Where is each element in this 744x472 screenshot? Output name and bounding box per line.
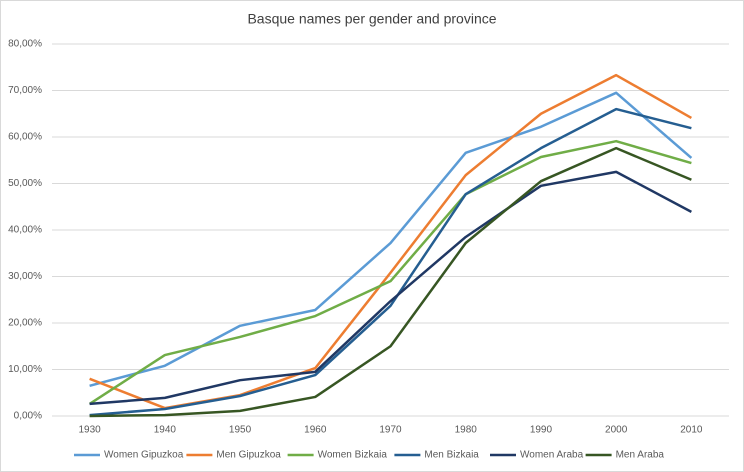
legend-label: Men Bizkaia bbox=[424, 450, 479, 461]
x-tick-label: 2010 bbox=[680, 425, 703, 436]
series-line bbox=[89, 170, 692, 406]
y-tick-label: 80,00% bbox=[8, 39, 42, 50]
y-tick-label: 60,00% bbox=[8, 132, 42, 143]
x-tick-label: 2000 bbox=[605, 425, 628, 436]
x-tick-label: 1960 bbox=[304, 425, 327, 436]
y-tick-label: 50,00% bbox=[8, 178, 42, 189]
y-tick-label: 20,00% bbox=[8, 318, 42, 329]
x-tick-label: 1950 bbox=[229, 425, 252, 436]
series-line bbox=[88, 139, 692, 405]
y-tick-label: 0,00% bbox=[14, 411, 42, 422]
legend-label: Women Gipuzkoa bbox=[104, 450, 184, 461]
y-tick-label: 40,00% bbox=[8, 225, 42, 236]
series-line bbox=[89, 107, 692, 417]
x-tick-label: 1940 bbox=[154, 425, 177, 436]
legend-label: Women Araba bbox=[520, 450, 584, 461]
series-line bbox=[89, 91, 693, 387]
y-tick-label: 70,00% bbox=[8, 85, 42, 96]
x-tick-label: 1980 bbox=[455, 425, 478, 436]
y-tick-label: 10,00% bbox=[8, 364, 42, 375]
legend-label: Men Araba bbox=[616, 450, 665, 461]
x-tick-label: 1930 bbox=[78, 425, 101, 436]
series-line bbox=[89, 146, 692, 418]
x-tick-label: 1970 bbox=[379, 425, 402, 436]
legend-label: Men Gipuzkoa bbox=[216, 450, 281, 461]
x-tick-label: 1990 bbox=[530, 425, 553, 436]
y-tick-label: 30,00% bbox=[8, 271, 42, 282]
legend-label: Women Bizkaia bbox=[318, 450, 388, 461]
chart-title: Basque names per gender and province bbox=[247, 11, 496, 27]
